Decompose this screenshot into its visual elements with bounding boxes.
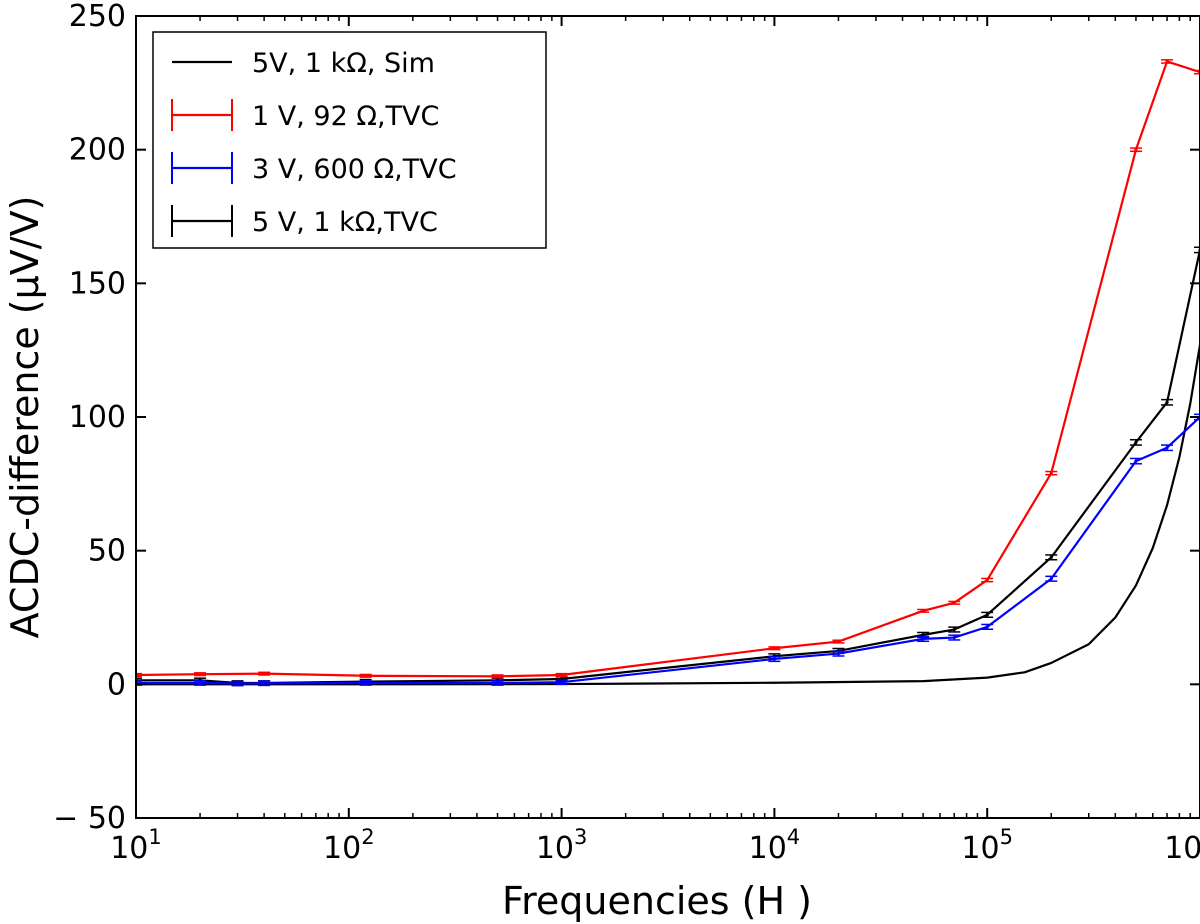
series-2-point-2 bbox=[235, 681, 240, 686]
y-tick-label-5: 200 bbox=[69, 133, 126, 168]
series-1-point-7 bbox=[836, 639, 841, 644]
x-tick-label-base: 10 bbox=[749, 831, 787, 866]
series-3-point-9 bbox=[921, 633, 925, 637]
series-1-point-13 bbox=[1165, 59, 1169, 64]
x-tick-label-2: 103 bbox=[536, 825, 588, 866]
series-1 bbox=[136, 59, 1200, 679]
x-tick-label-exponent: 4 bbox=[787, 825, 800, 849]
x-tick-label-base: 10 bbox=[1164, 831, 1200, 866]
legend-entry-1: 1 V, 92 Ω,TVC bbox=[171, 99, 439, 132]
x-tick-label-base: 10 bbox=[110, 831, 148, 866]
x-tick-label-0: 101 bbox=[110, 825, 162, 866]
series-layer bbox=[136, 59, 1200, 687]
y-tick-label-2: 50 bbox=[88, 534, 126, 569]
x-tick-label-3: 104 bbox=[749, 825, 801, 866]
legend-label-0: 5V, 1 kΩ, Sim bbox=[252, 48, 435, 79]
series-0 bbox=[136, 344, 1200, 686]
y-tick-label-4: 150 bbox=[69, 266, 126, 301]
legend-entry-2: 3 V, 600 Ω,TVC bbox=[171, 152, 457, 185]
series-2-point-13 bbox=[1134, 459, 1138, 463]
series-2-point-11 bbox=[985, 625, 989, 629]
series-2-point-9 bbox=[921, 637, 925, 641]
plot-frame bbox=[135, 15, 1200, 819]
series-2-point-6 bbox=[560, 680, 564, 684]
x-tick-label-base: 10 bbox=[536, 831, 574, 866]
series-1-point-6 bbox=[772, 646, 777, 650]
x-tick-label-5: 106 bbox=[1164, 825, 1200, 866]
x-tick-label-exponent: 5 bbox=[1000, 825, 1013, 849]
legend-label-1: 1 V, 92 Ω,TVC bbox=[252, 101, 439, 132]
series-1-point-8 bbox=[921, 609, 925, 613]
series-2-point-8 bbox=[836, 651, 841, 656]
x-tick-label-exponent: 3 bbox=[574, 825, 587, 849]
series-3-point-13 bbox=[1134, 440, 1138, 444]
y-tick-label-0: − 50 bbox=[53, 801, 126, 836]
legend-box bbox=[152, 31, 547, 249]
legend: 5V, 1 kΩ, Sim 1 V, 92 Ω,TVC 3 V, 600 Ω,TVC… bbox=[152, 31, 547, 249]
x-axis-title: Frequencies (H ) bbox=[502, 879, 812, 923]
series-1-point-3 bbox=[364, 674, 368, 678]
legend-entry-0: 5V, 1 kΩ, Sim bbox=[172, 48, 435, 79]
series-0-line bbox=[136, 344, 1200, 686]
series-1-point-10 bbox=[985, 578, 989, 582]
series-2 bbox=[136, 413, 1200, 687]
y-tick-label-3: 100 bbox=[69, 400, 126, 435]
y-axis-title: ACDC-difference (μV/V) bbox=[3, 196, 47, 639]
x-tick-label-1: 102 bbox=[323, 825, 375, 866]
series-2-point-1 bbox=[198, 681, 202, 685]
series-1-point-1 bbox=[198, 672, 202, 676]
legend-entry-3: 5 V, 1 kΩ,TVC bbox=[171, 205, 438, 238]
series-2-point-4 bbox=[364, 681, 368, 685]
legend-label-2: 3 V, 600 Ω,TVC bbox=[252, 154, 457, 185]
series-3-point-10 bbox=[952, 627, 956, 632]
series-3-point-14 bbox=[1165, 400, 1169, 404]
x-tick-label-exponent: 2 bbox=[361, 825, 374, 849]
x-tick-label-4: 105 bbox=[961, 825, 1013, 866]
series-1-point-5 bbox=[560, 673, 564, 677]
series-2-line bbox=[136, 416, 1200, 685]
series-3-point-12 bbox=[1049, 555, 1053, 559]
series-1-point-12 bbox=[1134, 148, 1138, 152]
series-2-point-12 bbox=[1049, 577, 1053, 581]
series-2-point-7 bbox=[772, 657, 777, 661]
x-tick-label-exponent: 1 bbox=[148, 825, 161, 849]
series-1-point-11 bbox=[1049, 471, 1053, 475]
series-1-point-4 bbox=[495, 674, 500, 678]
series-2-point-10 bbox=[952, 635, 956, 640]
series-2-point-5 bbox=[495, 681, 500, 685]
series-3-point-11 bbox=[985, 613, 989, 617]
x-tick-label-base: 10 bbox=[323, 831, 361, 866]
legend-label-3: 5 V, 1 kΩ,TVC bbox=[252, 207, 438, 238]
y-tick-label-1: 0 bbox=[107, 667, 126, 702]
series-2-point-3 bbox=[262, 681, 266, 685]
x-tick-label-base: 10 bbox=[961, 831, 999, 866]
y-tick-label-6: 250 bbox=[69, 0, 126, 34]
series-1-point-9 bbox=[952, 601, 956, 605]
series-2-point-14 bbox=[1165, 446, 1169, 450]
series-1-point-2 bbox=[262, 672, 266, 676]
